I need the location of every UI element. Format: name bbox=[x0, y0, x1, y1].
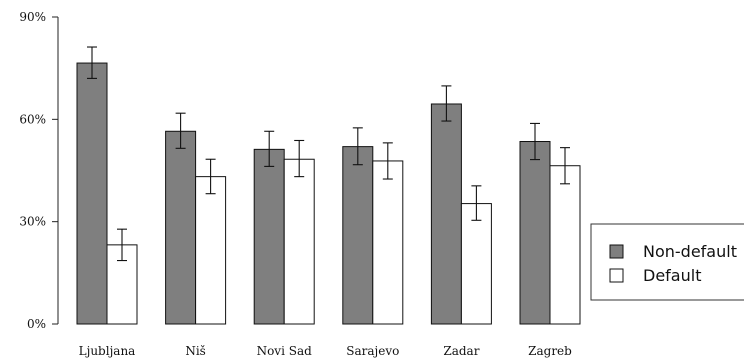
bar-non-default-2 bbox=[253, 148, 285, 325]
bar-non-default-3 bbox=[342, 146, 374, 325]
bar-non-default-1 bbox=[165, 130, 197, 325]
bar-non-default-5 bbox=[519, 141, 551, 325]
legend: Non-default Default bbox=[590, 223, 744, 301]
bar-default-2 bbox=[283, 158, 315, 325]
bar-default-1 bbox=[195, 176, 227, 325]
error-bar bbox=[87, 46, 97, 79]
y-tick-label: 90% bbox=[19, 10, 46, 24]
bar-default-3 bbox=[372, 160, 404, 325]
legend-swatch bbox=[609, 268, 624, 283]
error-bar bbox=[530, 122, 540, 161]
error-bar bbox=[352, 127, 363, 166]
error-bar bbox=[205, 158, 216, 195]
category-label: Sarajevo bbox=[346, 344, 399, 358]
y-tick-label: 30% bbox=[19, 215, 46, 229]
category-label: Novi Sad bbox=[257, 344, 313, 358]
category-labels: Ljubljana Niš Novi Sad Sarajevo Zadar Zagreb bbox=[79, 344, 573, 358]
bars-layer bbox=[76, 62, 581, 325]
error-bar bbox=[471, 185, 482, 221]
category-label: Ljubljana bbox=[79, 344, 136, 358]
error-bar bbox=[175, 112, 186, 149]
bar-default-4 bbox=[460, 203, 492, 325]
y-tick-label: 60% bbox=[19, 112, 46, 126]
bar-default-5 bbox=[549, 165, 581, 325]
error-bar bbox=[382, 142, 393, 180]
bar-non-default-4 bbox=[430, 103, 462, 325]
category-label: Zagreb bbox=[528, 344, 572, 358]
y-axis: 0% 30% 60% 90% bbox=[19, 10, 59, 331]
legend-label: Default bbox=[643, 266, 701, 285]
legend-box bbox=[590, 223, 744, 301]
category-label: Niš bbox=[185, 344, 206, 358]
error-bar bbox=[441, 85, 452, 122]
error-bar bbox=[294, 139, 305, 178]
error-bars-layer bbox=[87, 46, 570, 262]
error-bar bbox=[560, 147, 570, 185]
y-tick-label: 0% bbox=[27, 317, 46, 331]
error-bar bbox=[117, 228, 127, 262]
legend-swatch bbox=[609, 244, 624, 259]
category-label: Zadar bbox=[443, 344, 479, 358]
bar-non-default-0 bbox=[76, 62, 108, 325]
legend-label: Non-default bbox=[643, 242, 737, 261]
error-bar bbox=[264, 130, 275, 167]
